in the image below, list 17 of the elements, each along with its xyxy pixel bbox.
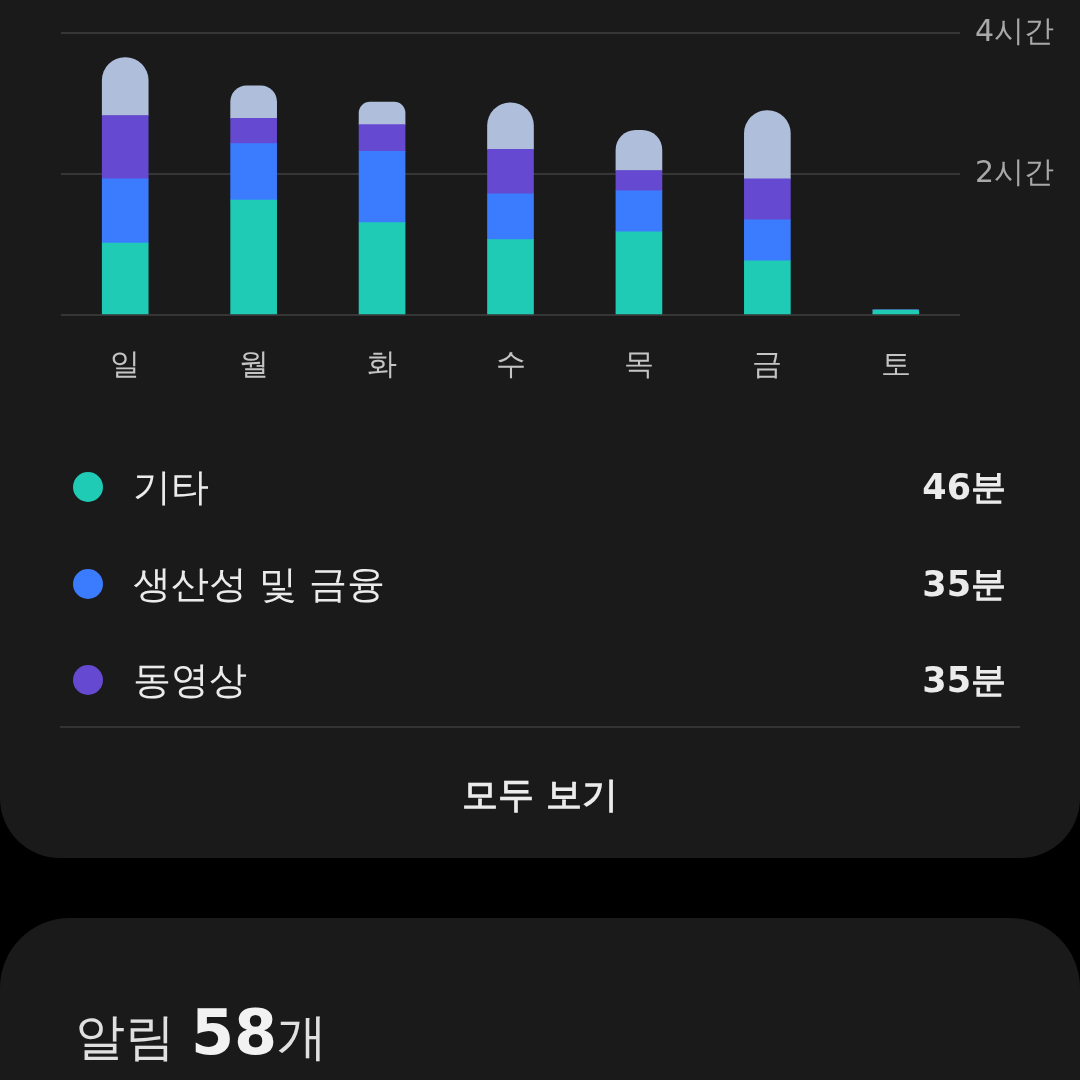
- x-tick-label: 목: [623, 345, 654, 381]
- x-tick-label: 화: [367, 345, 398, 381]
- x-tick-label: 수: [495, 345, 526, 381]
- text: 알림 58개: [75, 996, 328, 1069]
- y-tick-label: 2시간: [975, 153, 1055, 189]
- y-tick-label: 4시간: [975, 12, 1055, 48]
- text: 35분: [922, 562, 1006, 606]
- legend-label: 동영상: [133, 657, 247, 704]
- x-tick-label: 월: [238, 345, 269, 381]
- x-tick-label: 토: [880, 345, 911, 381]
- text: 모두 보기: [460, 773, 620, 817]
- x-tick-label: 일: [110, 345, 141, 381]
- x-tick-label: 금: [752, 345, 783, 381]
- legend-label: 생산성 및 금융: [133, 560, 386, 608]
- text: 35분: [922, 659, 1006, 702]
- text: 46분: [922, 466, 1006, 509]
- legend-label: 기타: [133, 464, 209, 511]
